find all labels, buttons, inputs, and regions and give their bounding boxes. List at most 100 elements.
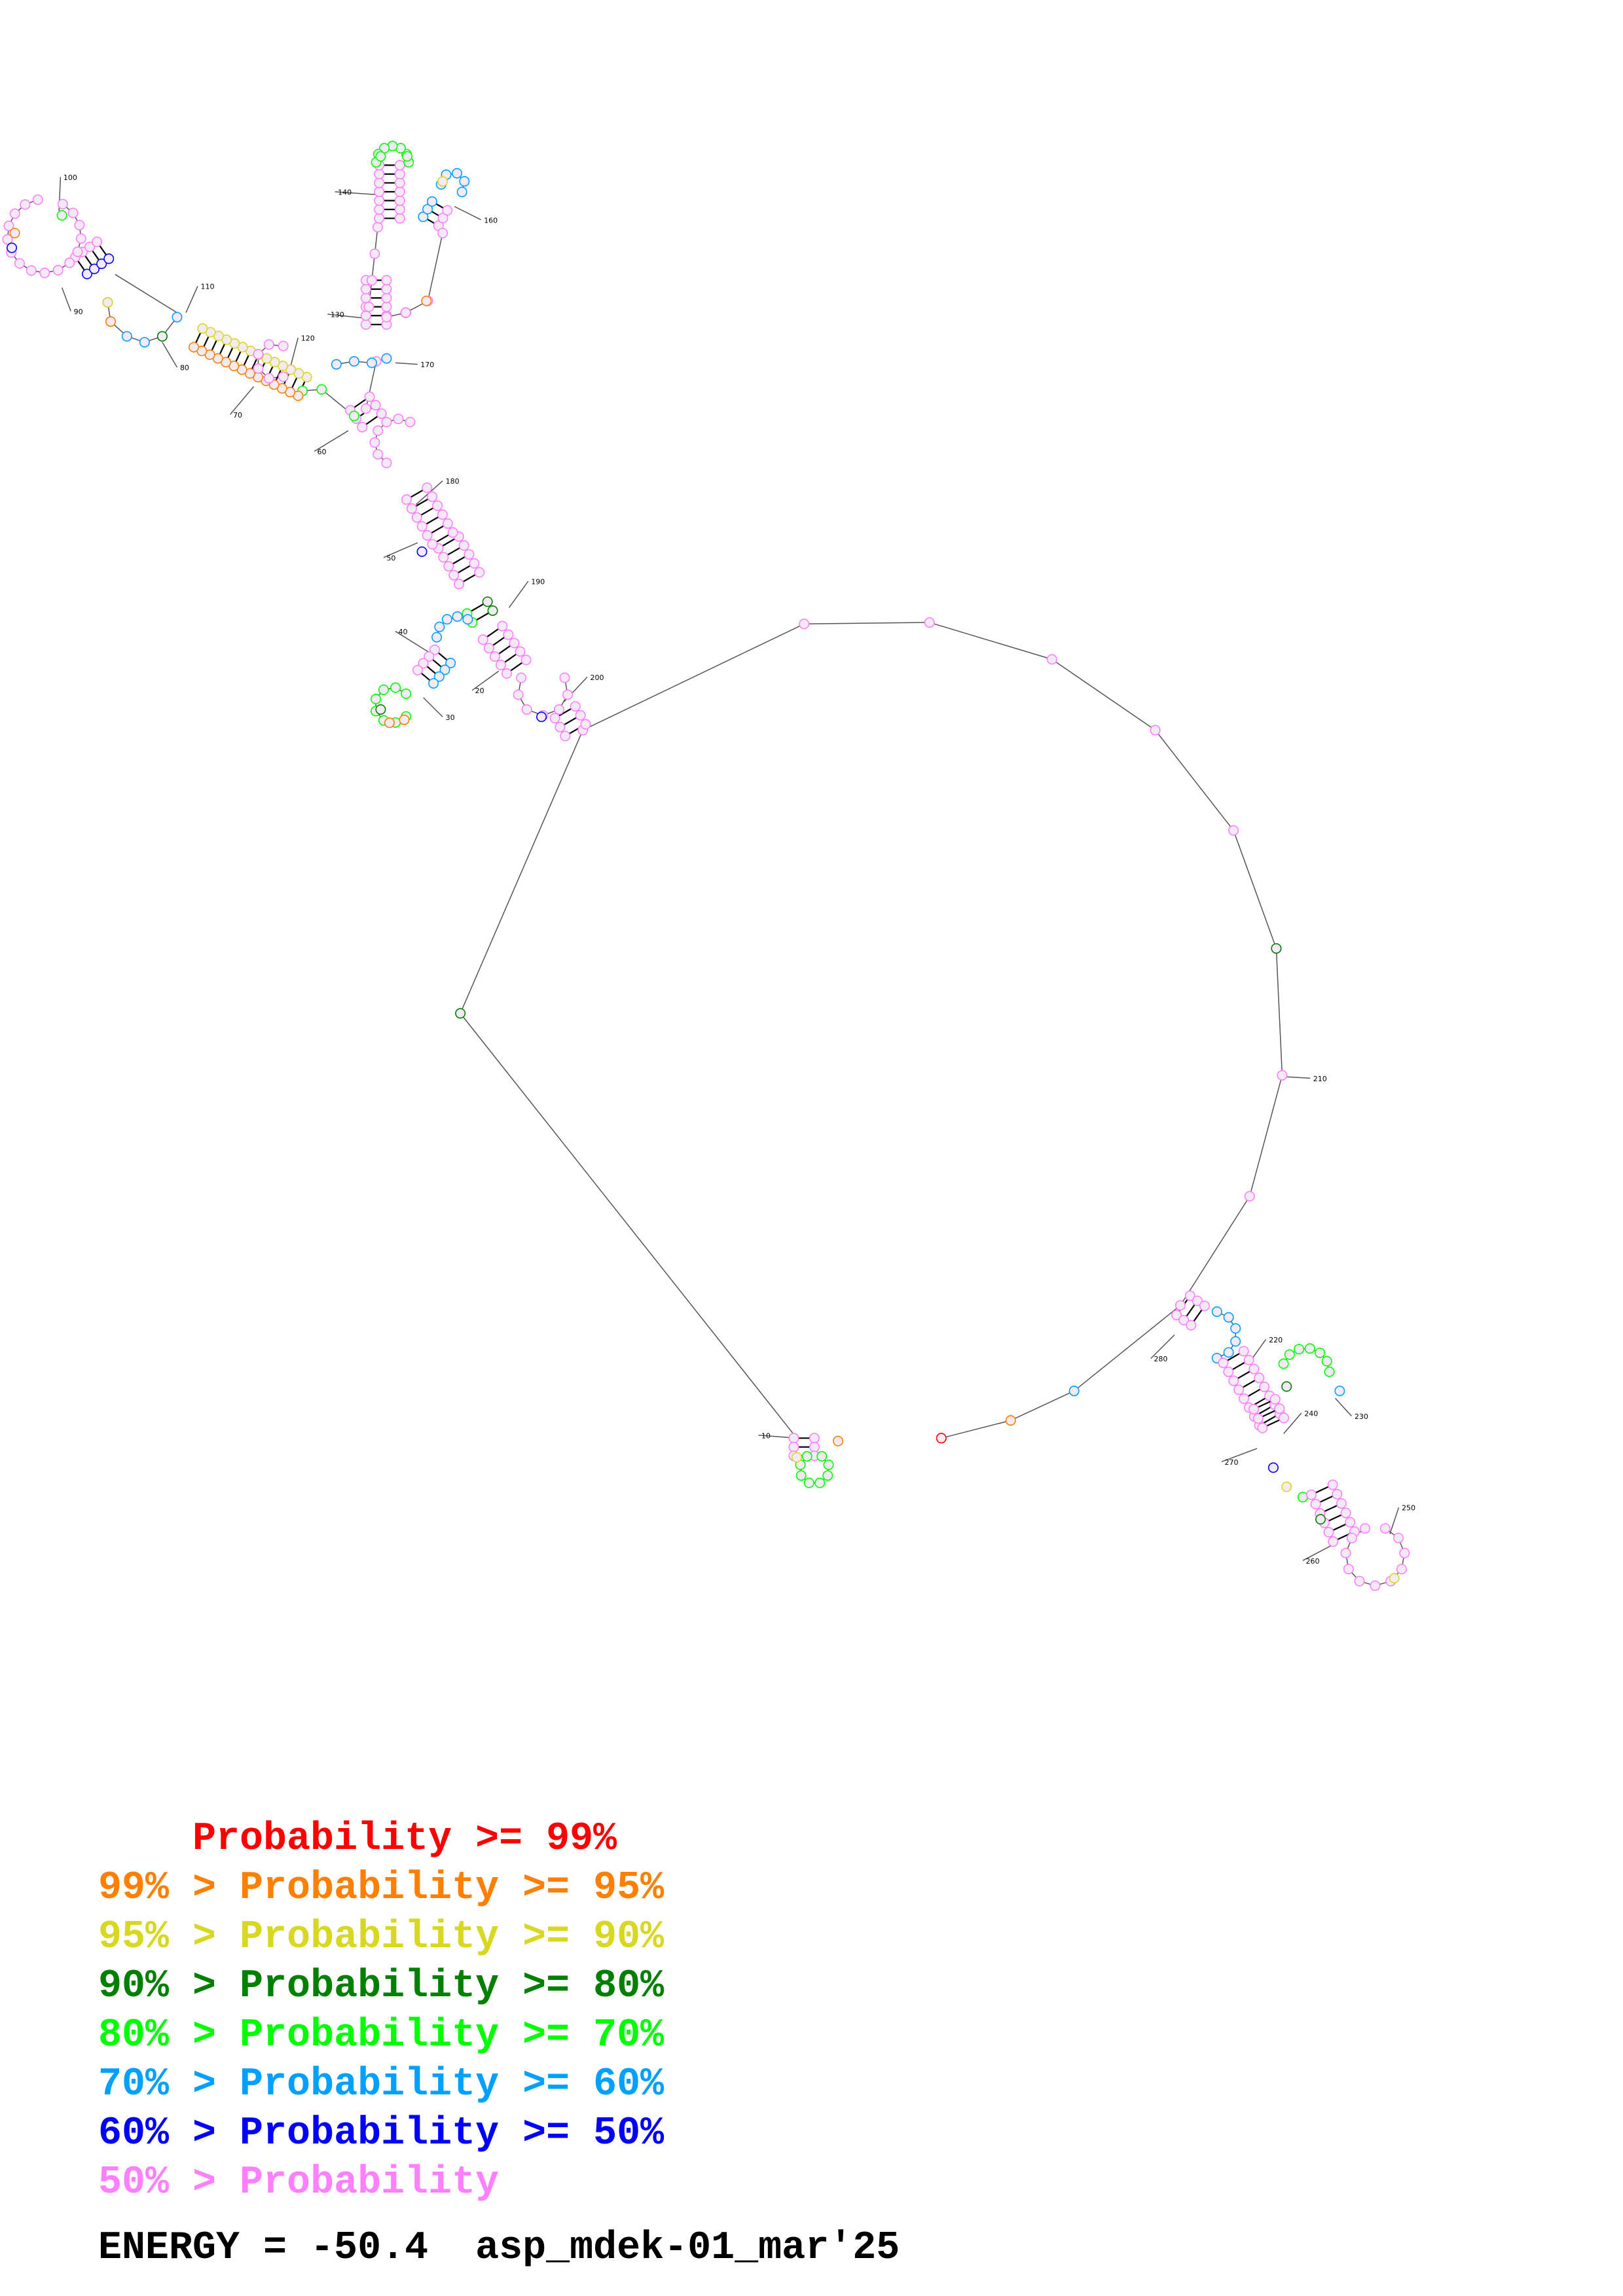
nucleotide [1218, 1357, 1229, 1369]
nucleotide [432, 500, 443, 511]
legend-row: 60% > Probability >= 50% [98, 2111, 664, 2157]
nucleotide [381, 416, 392, 427]
nucleotide [1279, 1412, 1290, 1424]
nucleotide [1346, 1532, 1357, 1543]
nucleotide [381, 283, 392, 295]
nucleotide [56, 210, 67, 221]
nucleotide [401, 494, 412, 505]
nucleotide [1150, 725, 1161, 736]
position-label: 70 [233, 411, 242, 420]
nucleotide [278, 340, 289, 351]
position-label: 220 [1269, 1336, 1283, 1344]
nucleotide [809, 1441, 820, 1452]
nucleotide [1184, 1290, 1195, 1301]
nucleotide [253, 349, 264, 360]
nucleotide [482, 596, 493, 607]
nucleotide [809, 1433, 820, 1444]
legend-text: Probability >= 70% [240, 2013, 665, 2058]
nucleotide [803, 1477, 814, 1488]
nucleotide [39, 267, 50, 278]
legend-row: 99% > Probability >= 95% [98, 1865, 664, 1911]
nucleotide [374, 213, 385, 224]
backbone-segment [1233, 830, 1277, 949]
nucleotide [103, 253, 115, 264]
nucleotide [427, 539, 438, 550]
nucleotide [1332, 1488, 1343, 1499]
nucleotide [458, 540, 469, 551]
nucleotide [394, 186, 405, 197]
nucleotide [1233, 1384, 1245, 1395]
nucleotide [501, 668, 513, 679]
nucleotide [32, 194, 43, 206]
nucleotide [536, 711, 547, 723]
position-label: 280 [1154, 1355, 1167, 1363]
nucleotide [416, 546, 428, 557]
position-label: 60 [318, 448, 327, 456]
nucleotide [452, 168, 463, 179]
nucleotide [434, 621, 445, 632]
nucleotide [437, 213, 448, 224]
nucleotide [445, 657, 456, 669]
nucleotide [1271, 943, 1282, 954]
nucleotide [381, 301, 392, 312]
nucleotide [1297, 1492, 1308, 1503]
nucleotide [455, 1008, 466, 1019]
nucleotide [1336, 1498, 1347, 1509]
nucleotide [437, 176, 448, 187]
nucleotide [1278, 1358, 1289, 1369]
position-label: 130 [331, 311, 344, 319]
nucleotide [489, 651, 500, 662]
nucleotide [448, 569, 460, 581]
backbone-segment [941, 1420, 1011, 1439]
nucleotide [360, 283, 371, 295]
nucleotide [366, 357, 377, 368]
backbone-segment [460, 1013, 797, 1439]
nucleotide [381, 457, 392, 469]
label-leader [314, 430, 349, 452]
nucleotide [431, 632, 443, 643]
nucleotide [1396, 1564, 1407, 1575]
nucleotide [394, 168, 405, 179]
nucleotide [418, 211, 429, 223]
nucleotide [381, 353, 392, 364]
nucleotide [1228, 825, 1239, 836]
position-label: 30 [446, 713, 455, 722]
nucleotide [516, 672, 527, 683]
nucleotide [570, 701, 581, 712]
nucleotide [1310, 1499, 1321, 1510]
nucleotide [2, 234, 13, 245]
legend-prefix: 60% > [98, 2111, 240, 2156]
nucleotide [7, 242, 18, 253]
nucleotide [1323, 1526, 1334, 1537]
nucleotide [1343, 1564, 1354, 1575]
nucleotide [421, 295, 432, 306]
legend-row: 90% > Probability >= 80% [98, 1964, 664, 2009]
nucleotide [822, 1470, 833, 1481]
nucleotide [1199, 1300, 1210, 1312]
nucleotide [401, 688, 412, 699]
position-label: 100 [64, 173, 77, 182]
nucleotide [375, 151, 386, 162]
label-leader [1302, 1545, 1332, 1562]
position-label: 80 [180, 364, 189, 372]
position-label: 90 [74, 308, 83, 316]
position-label: 230 [1355, 1412, 1368, 1421]
nucleotide [253, 363, 264, 374]
label-leader [383, 542, 418, 558]
nucleotide [1284, 1349, 1295, 1360]
nucleotide [1324, 1366, 1335, 1377]
backbone-segment [460, 730, 583, 1014]
nucleotide [369, 437, 380, 448]
nucleotide [1068, 1386, 1080, 1397]
nucleotide [75, 233, 86, 244]
nucleotide [464, 549, 475, 560]
label-leader [229, 386, 255, 415]
nucleotide [1228, 1375, 1239, 1386]
nucleotide [936, 1433, 947, 1444]
label-leader [1334, 1397, 1352, 1416]
backbone-segment [929, 622, 1053, 660]
nucleotide [394, 204, 405, 215]
nucleotide [424, 651, 435, 662]
nucleotide [370, 400, 381, 411]
nucleotide [1178, 1314, 1190, 1326]
